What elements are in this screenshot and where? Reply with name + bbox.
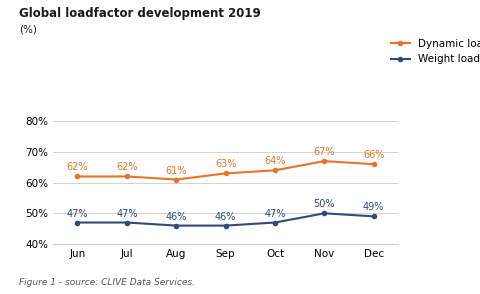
- Text: 47%: 47%: [116, 208, 138, 218]
- Weight loadfactor: [223, 224, 228, 227]
- Text: 49%: 49%: [363, 202, 384, 212]
- Weight loadfactor: [74, 221, 80, 224]
- Dynamic loadfactor: [322, 159, 327, 163]
- Legend: Dynamic loadfactor, Weight loadfactor: Dynamic loadfactor, Weight loadfactor: [387, 35, 480, 69]
- Weight loadfactor: [272, 221, 278, 224]
- Weight loadfactor: [124, 221, 130, 224]
- Text: Figure 1 - source: CLIVE Data Services.: Figure 1 - source: CLIVE Data Services.: [19, 278, 195, 287]
- Text: 46%: 46%: [166, 212, 187, 222]
- Text: 66%: 66%: [363, 150, 384, 160]
- Line: Dynamic loadfactor: Dynamic loadfactor: [75, 158, 376, 182]
- Text: 50%: 50%: [313, 199, 335, 209]
- Weight loadfactor: [322, 212, 327, 215]
- Dynamic loadfactor: [173, 178, 179, 181]
- Text: 46%: 46%: [215, 212, 236, 222]
- Dynamic loadfactor: [124, 175, 130, 178]
- Weight loadfactor: [173, 224, 179, 227]
- Text: 47%: 47%: [67, 208, 88, 218]
- Text: (%): (%): [19, 25, 37, 35]
- Dynamic loadfactor: [371, 162, 377, 166]
- Line: Weight loadfactor: Weight loadfactor: [75, 211, 376, 228]
- Text: 61%: 61%: [166, 166, 187, 176]
- Text: 62%: 62%: [116, 163, 138, 173]
- Dynamic loadfactor: [223, 172, 228, 175]
- Weight loadfactor: [371, 215, 377, 218]
- Dynamic loadfactor: [74, 175, 80, 178]
- Text: 62%: 62%: [67, 163, 88, 173]
- Text: 47%: 47%: [264, 208, 286, 218]
- Text: 64%: 64%: [264, 156, 286, 166]
- Text: 67%: 67%: [313, 147, 335, 157]
- Text: Global loadfactor development 2019: Global loadfactor development 2019: [19, 7, 261, 20]
- Text: 63%: 63%: [215, 159, 236, 169]
- Dynamic loadfactor: [272, 168, 278, 172]
